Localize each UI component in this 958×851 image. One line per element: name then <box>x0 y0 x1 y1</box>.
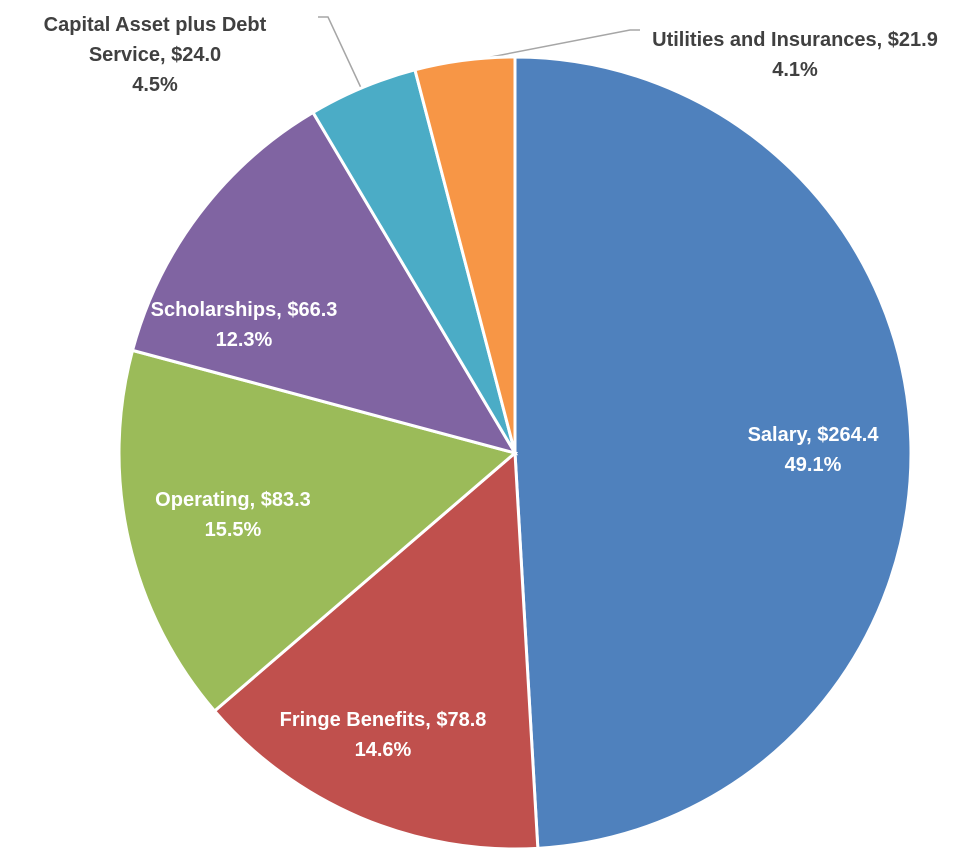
cat-text: Utilities and Insurances <box>652 29 888 51</box>
cat-text: Fringe Benefits <box>280 709 437 731</box>
pct-text: 12.3% <box>215 329 273 351</box>
val-text: $83.3 <box>260 489 311 511</box>
cat-text: Operating <box>155 489 261 511</box>
val-text: $66.3 <box>287 299 338 321</box>
pct-text: 4.1% <box>772 59 818 81</box>
slice-label: Scholarships$66.3 12.3% <box>151 295 338 355</box>
pie-slice <box>130 110 519 456</box>
leader-line <box>318 16 363 91</box>
slice-label: Salary$264.4 49.1% <box>748 420 879 480</box>
pct-text: 15.5% <box>204 519 262 541</box>
cat-text: Scholarships <box>151 299 288 321</box>
val-text: $24.0 <box>171 44 222 66</box>
pct-text: 4.5% <box>132 74 178 96</box>
pie-slice <box>513 55 913 850</box>
pct-text: 49.1% <box>784 454 842 476</box>
slice-label: Operating$83.3 15.5% <box>155 485 311 545</box>
val-text: $78.8 <box>436 709 487 731</box>
pie-slice <box>413 55 517 454</box>
pct-text: 14.6% <box>354 739 412 761</box>
val-text: $21.9 <box>887 29 938 51</box>
slice-label: Utilities and Insurances$21.9 4.1% <box>645 25 945 85</box>
slice-label: Fringe Benefits$78.8 14.6% <box>280 705 487 765</box>
slice-label: Capital Asset plus Debt Service$24.0 4.5% <box>5 10 305 100</box>
val-text: $264.4 <box>817 424 879 446</box>
cat-text: Salary <box>748 424 818 446</box>
pie-slice <box>212 449 540 851</box>
pie-slice <box>117 348 519 714</box>
leader-line <box>464 29 640 63</box>
cat-text: Capital Asset plus Debt Service <box>44 14 267 66</box>
